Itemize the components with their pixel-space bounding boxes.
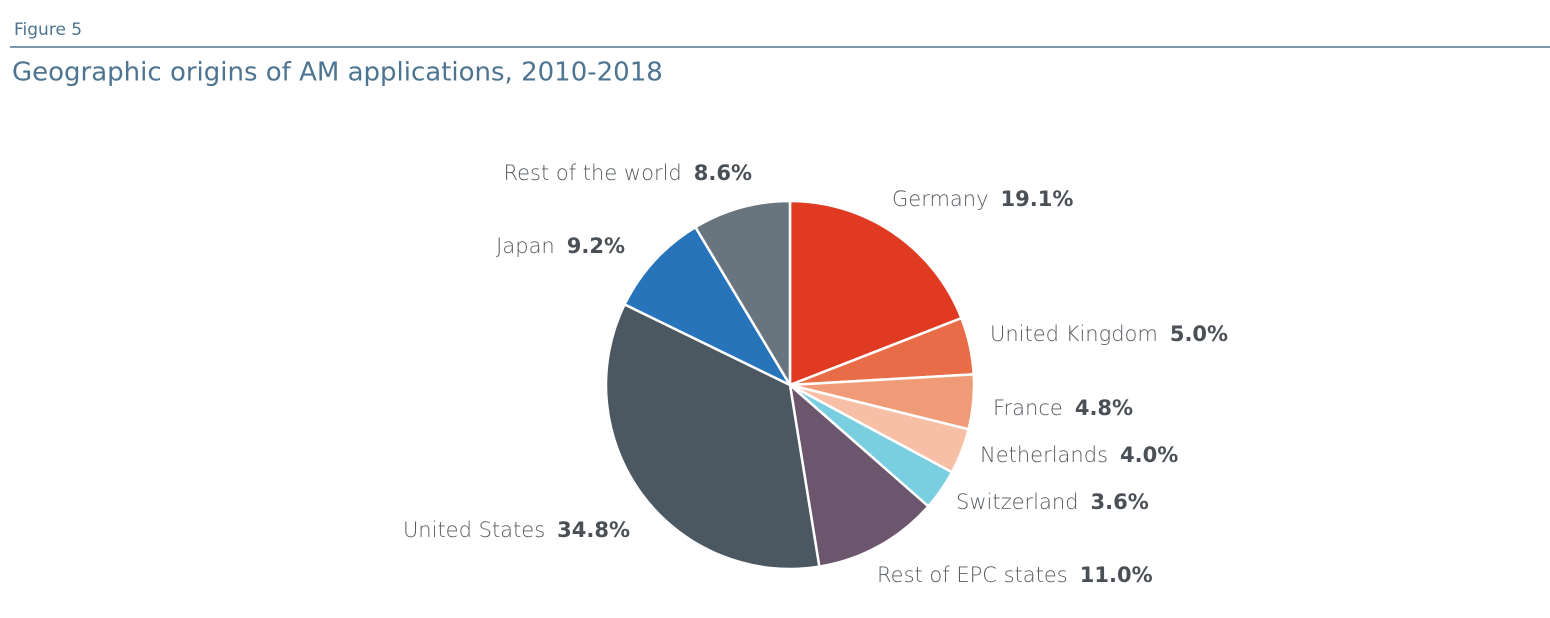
category-label: Netherlands [980,443,1108,467]
slice-label: Rest of the world 8.6% [503,161,752,185]
category-label: Switzerland [956,490,1079,514]
slice-label: Netherlands 4.0% [980,443,1178,467]
value-label: 5.0% [1170,322,1228,346]
value-label: 3.6% [1091,490,1149,514]
slice-label: United States 34.8% [403,518,630,542]
figure-label: Figure 5 [14,20,82,40]
value-label: 19.1% [1001,187,1074,211]
value-label: 4.0% [1120,443,1178,467]
value-label: 34.8% [557,518,630,542]
slice-label: Germany 19.1% [892,187,1073,211]
slice-label: France 4.8% [993,396,1133,420]
value-label: 9.2% [567,234,625,258]
value-label: 4.8% [1075,396,1133,420]
pie-slice [788,381,931,569]
category-label: United Kingdom [990,322,1158,346]
category-label: United States [403,518,545,542]
slice-label: Japan 9.2% [496,234,625,258]
slice-label: United Kingdom 5.0% [990,322,1228,346]
slice-label: Rest of EPC states 11.0% [877,563,1153,587]
value-label: 8.6% [694,161,752,185]
category-label: Japan [496,234,555,258]
category-label: Rest of the world [503,161,681,185]
pie-slice [788,199,964,387]
slice-label: Switzerland 3.6% [956,490,1149,514]
pie-slice [604,302,821,571]
category-label: France [993,396,1063,420]
pie-slice [693,199,792,390]
chart-title: Geographic origins of AM applications, 2… [12,58,663,88]
pie-slice [622,225,794,388]
value-label: 11.0% [1080,563,1153,587]
category-label: Germany [892,187,989,211]
category-label: Rest of EPC states [877,563,1068,587]
